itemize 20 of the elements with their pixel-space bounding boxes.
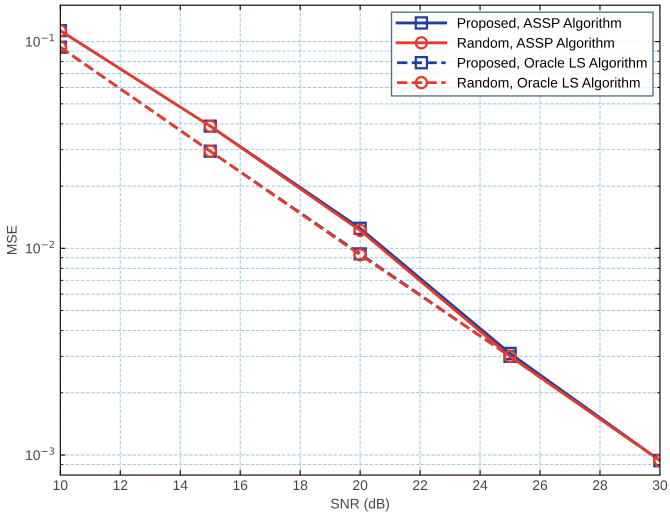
x-tick-label: 14 — [174, 480, 188, 490]
x-tick-label: 24 — [473, 480, 488, 490]
x-tick-label: 10 — [54, 480, 68, 490]
x-tick-label: 18 — [293, 480, 308, 490]
x-axis-title: SNR (dB) — [331, 498, 389, 512]
y-tick-label: 10$^{−1}$ — [26, 34, 54, 47]
legend-label: Proposed, ASSP Algorithm — [458, 18, 621, 31]
legend-label: Random, Oracle LS Algorithm — [458, 77, 640, 90]
y-axis-title: MSE — [6, 226, 17, 254]
x-tick-label: 16 — [234, 480, 248, 490]
legend-label: Random, ASSP Algorithm — [458, 38, 614, 51]
x-tick-label: 20 — [353, 480, 368, 490]
x-tick-label: 30 — [652, 480, 668, 490]
legend-label: Proposed, Oracle LS Algorithm — [458, 58, 647, 70]
x-tick-label: 28 — [592, 480, 608, 490]
x-tick-label: 22 — [413, 480, 428, 490]
x-tick-label: 12 — [114, 480, 128, 490]
y-tick-label: 10$^{−2}$ — [26, 240, 54, 254]
x-tick-label: 26 — [532, 480, 548, 490]
y-tick-label: 10$^{−3}$ — [26, 447, 54, 460]
